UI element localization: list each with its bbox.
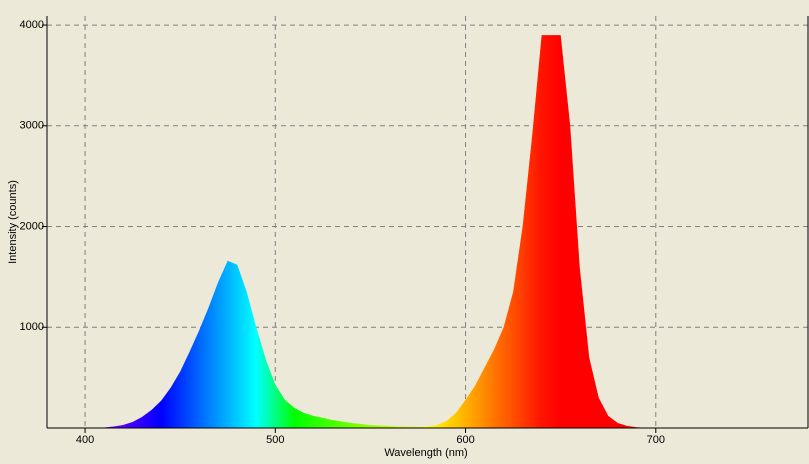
y-tick-label: 2000 xyxy=(20,220,44,232)
y-tick-label: 1000 xyxy=(20,321,44,333)
x-tick-label: 400 xyxy=(76,434,94,446)
y-axis-title: Intensity (counts) xyxy=(7,180,19,264)
x-axis-title: Wavelength (nm) xyxy=(384,447,467,459)
x-tick-label: 600 xyxy=(456,434,474,446)
spectrum-area xyxy=(85,35,675,428)
y-tick-label: 3000 xyxy=(20,120,44,132)
plot-area xyxy=(47,16,808,428)
x-tick-label: 700 xyxy=(647,434,665,446)
x-tick-label: 500 xyxy=(266,434,284,446)
y-tick-label: 4000 xyxy=(20,19,44,31)
